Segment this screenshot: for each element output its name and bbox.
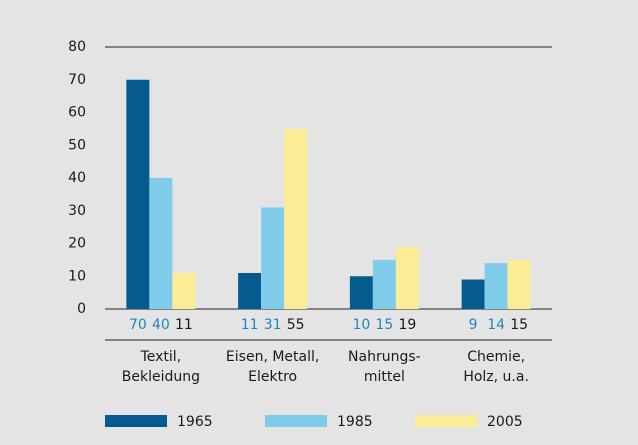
value-label: 55 bbox=[287, 317, 305, 333]
y-tick-label: 20 bbox=[68, 236, 86, 252]
legend-label: 1985 bbox=[337, 414, 373, 430]
bar bbox=[461, 279, 485, 309]
bar bbox=[372, 259, 396, 309]
x-tick-label: Nahrungs- bbox=[348, 349, 421, 365]
x-tick-label: Bekleidung bbox=[122, 369, 200, 385]
value-label: 19 bbox=[398, 317, 416, 333]
value-label: 14 bbox=[487, 317, 505, 333]
y-tick-label: 50 bbox=[68, 137, 86, 153]
x-tick-label: Elektro bbox=[248, 369, 297, 385]
legend-label: 1965 bbox=[177, 414, 213, 430]
y-tick-label: 80 bbox=[68, 39, 86, 55]
value-label: 15 bbox=[375, 317, 393, 333]
value-label: 11 bbox=[175, 317, 193, 333]
value-label: 70 bbox=[129, 317, 147, 333]
bar bbox=[261, 207, 285, 309]
y-tick-label: 70 bbox=[68, 72, 86, 88]
x-tick-label: Textil, bbox=[140, 349, 182, 365]
bar bbox=[507, 259, 531, 309]
bar bbox=[126, 79, 150, 309]
bar bbox=[484, 263, 508, 309]
bar bbox=[284, 128, 308, 309]
bar bbox=[149, 178, 173, 309]
bar bbox=[238, 272, 262, 309]
y-tick-label: 0 bbox=[77, 301, 86, 317]
y-tick-label: 30 bbox=[68, 203, 86, 219]
y-tick-label: 10 bbox=[68, 268, 86, 284]
x-tick-label: Chemie, bbox=[467, 349, 525, 365]
legend-label: 2005 bbox=[487, 414, 523, 430]
value-label: 9 bbox=[469, 317, 478, 333]
value-label: 10 bbox=[352, 317, 370, 333]
legend-swatch bbox=[415, 415, 477, 427]
value-label: 40 bbox=[152, 317, 170, 333]
x-tick-label: Holz, u.a. bbox=[463, 369, 529, 385]
bar bbox=[349, 276, 373, 309]
x-tick-label: Eisen, Metall, bbox=[226, 349, 319, 365]
x-tick-label: mittel bbox=[364, 369, 405, 385]
y-tick-label: 60 bbox=[68, 105, 86, 121]
legend-swatch bbox=[265, 415, 327, 427]
value-label: 15 bbox=[510, 317, 528, 333]
value-label: 11 bbox=[241, 317, 259, 333]
y-tick-label: 40 bbox=[68, 170, 86, 186]
bar bbox=[172, 272, 196, 309]
value-label: 31 bbox=[264, 317, 282, 333]
legend-swatch bbox=[105, 415, 167, 427]
bar bbox=[395, 246, 419, 309]
